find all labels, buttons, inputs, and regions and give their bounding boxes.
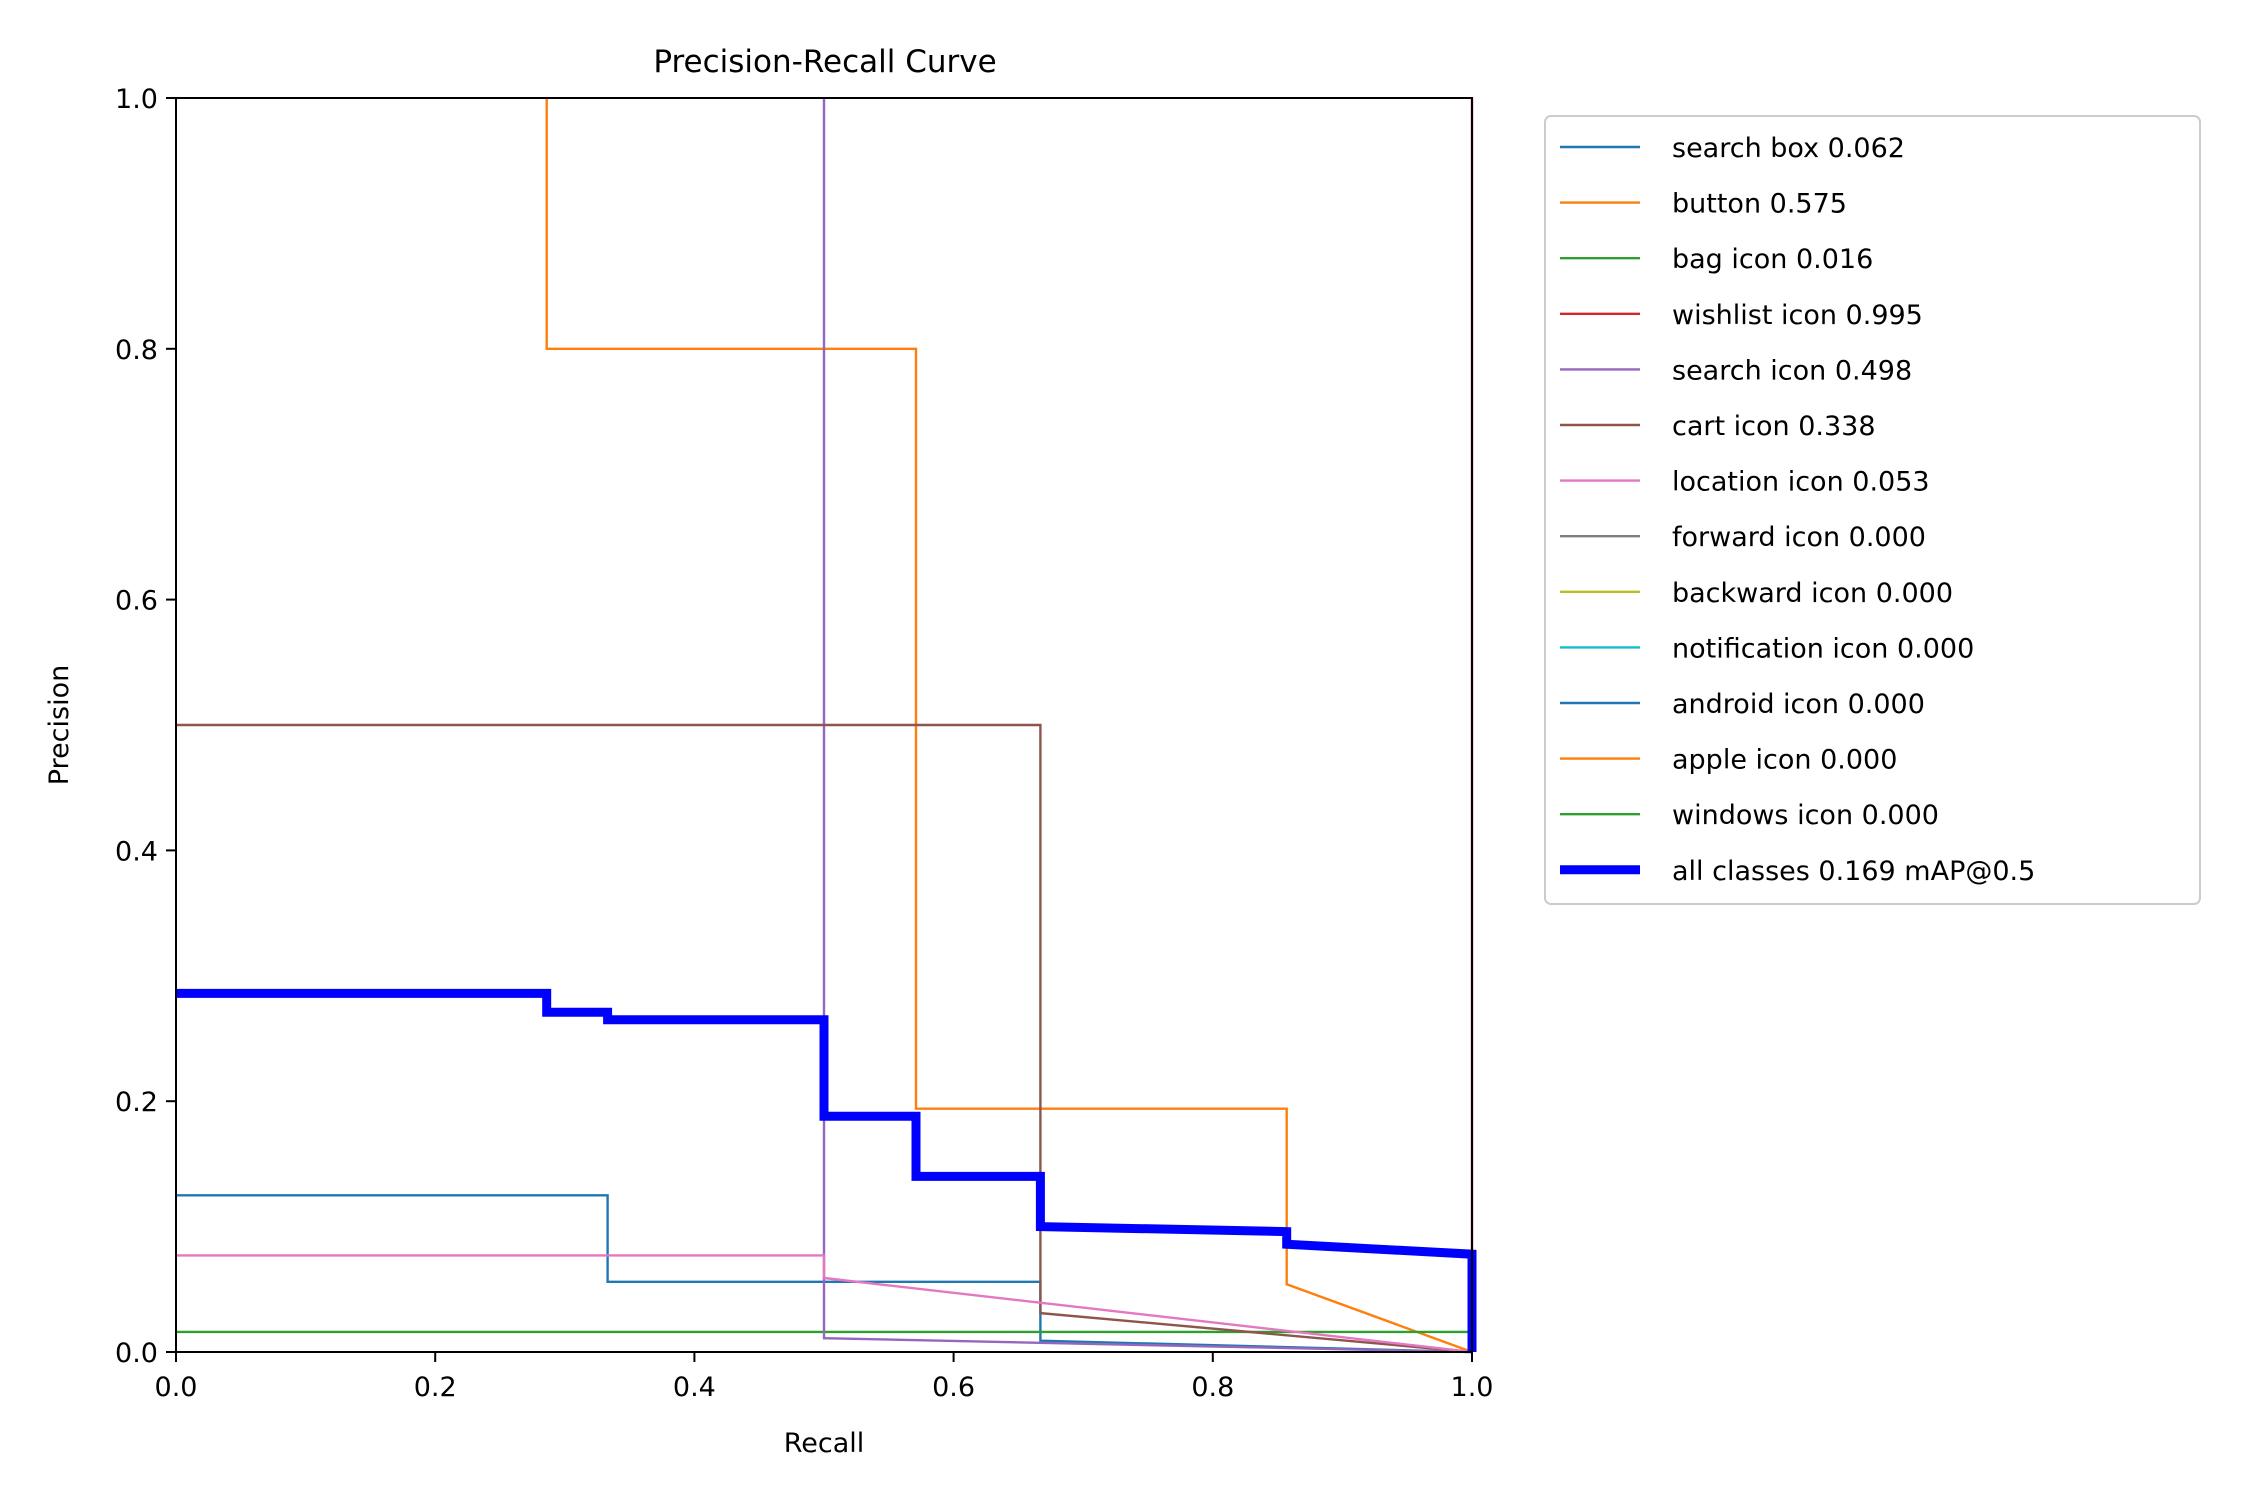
legend-label-12: windows icon 0.000	[1672, 800, 1939, 831]
legend-label-4: search icon 0.498	[1672, 355, 1912, 386]
x-tick-label: 0.8	[1191, 1372, 1234, 1403]
legend-label-3: wishlist icon 0.995	[1672, 300, 1923, 331]
y-axis-label: Precision	[44, 665, 75, 785]
y-tick-label: 0.0	[115, 1338, 158, 1369]
y-tick-label: 0.8	[115, 335, 158, 366]
legend-label-2: bag icon 0.016	[1672, 244, 1873, 275]
y-tick-label: 1.0	[115, 84, 158, 115]
x-axis-label: Recall	[784, 1428, 865, 1459]
legend-label-8: backward icon 0.000	[1672, 578, 1953, 609]
y-axis-ticks: 0.0 0.2 0.4 0.6 0.8 1.0	[115, 84, 176, 1369]
legend-label-5: cart icon 0.338	[1672, 411, 1876, 442]
legend-items: search box 0.062 button 0.575 bag icon 0.0…	[1560, 133, 2035, 887]
x-tick-label: 1.0	[1451, 1372, 1494, 1403]
legend-frame	[1544, 115, 2201, 905]
y-tick-label: 0.4	[115, 836, 158, 867]
y-tick-label: 0.6	[115, 586, 158, 617]
series-line-13	[176, 988, 1477, 1352]
series-line-1	[545, 98, 1473, 1354]
plot-frame	[175, 97, 1473, 1353]
legend-label-13: all classes 0.169 mAP@0.5	[1672, 856, 2035, 887]
x-tick-label: 0.0	[155, 1372, 198, 1403]
legend-label-9: notification icon 0.000	[1672, 633, 1974, 664]
x-tick-label: 0.2	[414, 1372, 457, 1403]
legend-label-11: apple icon 0.000	[1672, 745, 1897, 776]
series-line-6	[176, 1254, 1473, 1354]
series-line-4	[822, 98, 1473, 1354]
legend: search box 0.062 button 0.575 bag icon 0.0…	[1544, 115, 2201, 905]
x-tick-label: 0.4	[673, 1372, 716, 1403]
x-tick-label: 0.6	[932, 1372, 975, 1403]
legend-label-1: button 0.575	[1672, 189, 1847, 220]
legend-label-0: search box 0.062	[1672, 133, 1905, 164]
series-layer	[176, 98, 1477, 1354]
legend-label-6: location icon 0.053	[1672, 467, 1930, 498]
x-axis-ticks: 0.0 0.2 0.4 0.6 0.8 1.0	[155, 1352, 1494, 1403]
legend-label-10: android icon 0.000	[1672, 689, 1925, 720]
legend-label-7: forward icon 0.000	[1672, 522, 1926, 553]
y-tick-label: 0.2	[115, 1087, 158, 1118]
chart-title: Precision-Recall Curve	[653, 44, 996, 80]
series-line-5	[176, 723, 1473, 1354]
